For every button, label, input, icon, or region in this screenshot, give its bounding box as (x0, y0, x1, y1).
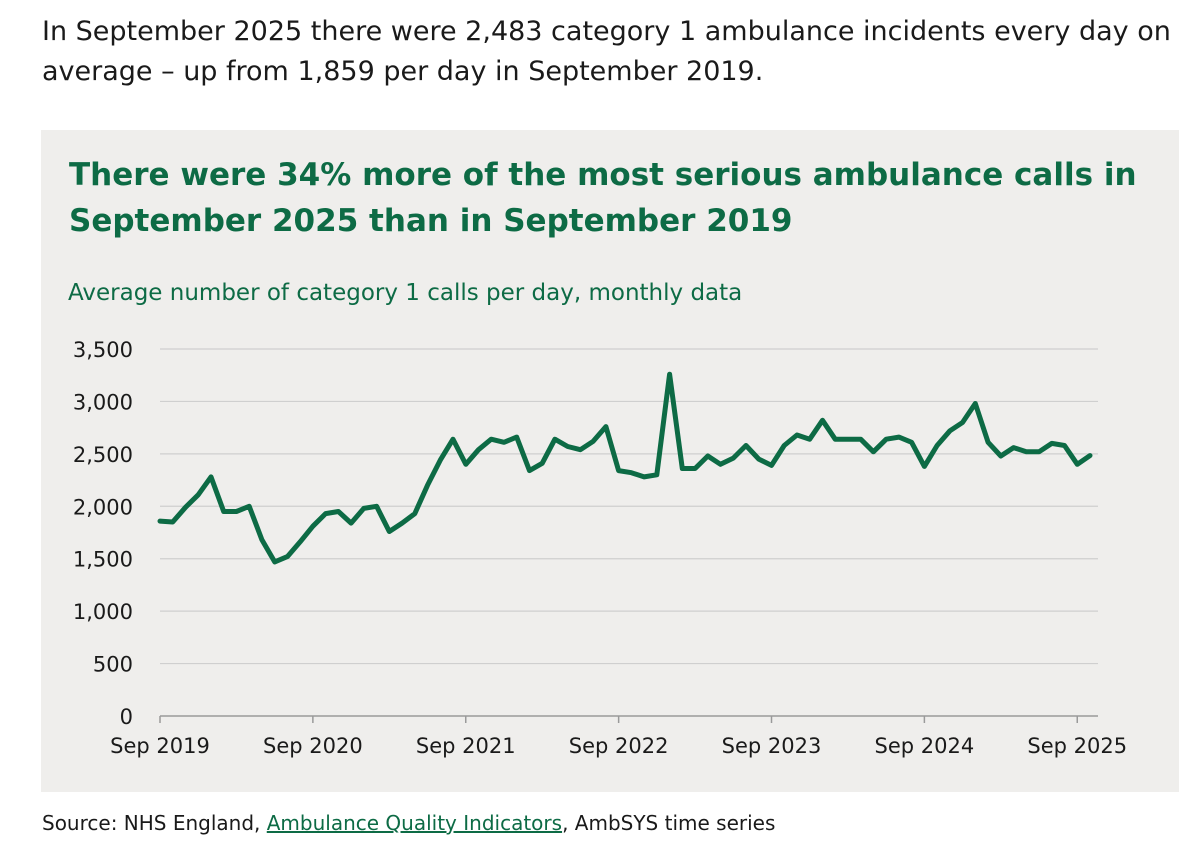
chart-title: There were 34% more of the most serious … (69, 157, 1137, 239)
y-tick-label: 3,500 (73, 338, 133, 362)
chart-panel: There were 34% more of the most serious … (41, 130, 1179, 792)
line-chart: 0 500 1,000 1,500 2,000 2,500 3,000 3,500 Sep 20… (73, 338, 1127, 758)
intro-text: In September 2025 there were 2,483 categ… (42, 16, 1171, 87)
y-tick-label: 1,000 (73, 600, 133, 624)
y-tick-label: 2,500 (73, 443, 133, 467)
y-tick-label: 500 (93, 653, 133, 677)
x-tick-label: Sep 2020 (263, 734, 363, 758)
x-tick-label: Sep 2025 (1027, 734, 1127, 758)
y-tick-label: 2,000 (73, 495, 133, 519)
y-tick-label: 0 (120, 705, 133, 729)
series-line (157, 371, 1093, 565)
y-tick-label: 3,000 (73, 390, 133, 414)
x-tick-label: Sep 2019 (110, 734, 210, 758)
chart-subtitle: Average number of category 1 calls per d… (68, 280, 743, 306)
source-link[interactable]: Ambulance Quality Indicators (266, 811, 563, 835)
source-prefix: Source: NHS England, (42, 811, 267, 835)
x-tick-label: Sep 2024 (875, 734, 975, 758)
source-note: Source: NHS England, Ambulance Quality I… (42, 811, 775, 835)
y-tick-label: 1,500 (73, 548, 133, 572)
x-tick-label: Sep 2023 (722, 734, 822, 758)
x-tick-label: Sep 2021 (416, 734, 516, 758)
x-tick-label: Sep 2022 (569, 734, 669, 758)
source-suffix: , AmbSYS time series (562, 811, 776, 835)
